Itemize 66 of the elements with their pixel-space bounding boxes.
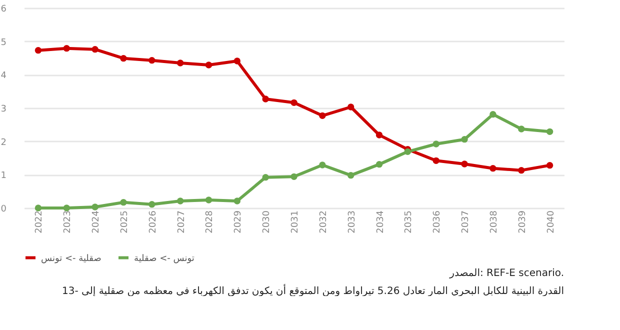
x-tick-label: 2026 bbox=[148, 210, 158, 234]
point bbox=[120, 54, 127, 62]
point bbox=[404, 148, 412, 156]
x-tick-label: 2036 bbox=[432, 210, 443, 234]
point bbox=[290, 99, 298, 106]
x-tick-label: 2040 bbox=[546, 210, 556, 234]
x-tick-label: 2035 bbox=[404, 210, 414, 234]
x-tick-label: 2031 bbox=[290, 210, 300, 234]
point bbox=[148, 56, 156, 64]
x-tick-label: 2037 bbox=[461, 210, 472, 234]
x-tick-label: 2030 bbox=[262, 210, 272, 234]
legend-label: صقلية -> تونس bbox=[41, 254, 102, 264]
point bbox=[461, 136, 468, 143]
point bbox=[92, 204, 98, 210]
y-tick-label: 5 bbox=[0, 38, 6, 48]
point bbox=[234, 58, 241, 64]
point bbox=[490, 164, 496, 172]
point bbox=[432, 157, 440, 164]
point bbox=[176, 198, 184, 204]
point bbox=[234, 198, 241, 204]
point bbox=[518, 166, 525, 174]
point bbox=[461, 160, 468, 168]
point bbox=[376, 132, 383, 138]
x-tick-label: 2027 bbox=[176, 210, 187, 234]
point bbox=[63, 204, 70, 212]
point bbox=[262, 96, 269, 102]
point bbox=[319, 112, 326, 120]
y-tick-label: 3 bbox=[0, 104, 6, 114]
legend-label: تونس -> صقلية bbox=[134, 254, 195, 264]
y-tick-label: 1 bbox=[0, 171, 6, 182]
y-tick-label: 4 bbox=[0, 71, 7, 82]
x-tick-label: 2032 bbox=[318, 210, 329, 234]
x-tick-label: 2024 bbox=[92, 210, 102, 234]
text: المصدر: REF-E scenario. bbox=[448, 268, 564, 279]
x-tick-label: 2033 bbox=[347, 210, 358, 234]
point bbox=[319, 162, 326, 168]
point bbox=[347, 172, 354, 179]
y-tick-label: 2 bbox=[0, 138, 6, 148]
point bbox=[176, 60, 184, 66]
point bbox=[148, 200, 156, 208]
point bbox=[376, 160, 383, 168]
point bbox=[546, 128, 554, 136]
y-tick-label: 0 bbox=[0, 204, 7, 214]
point bbox=[63, 44, 70, 52]
x-tick-label: 2025 bbox=[120, 210, 130, 234]
x-tick-label: 2028 bbox=[205, 210, 216, 234]
point bbox=[120, 198, 127, 206]
point bbox=[432, 140, 440, 148]
x-tick-label: 2038 bbox=[489, 210, 500, 234]
point bbox=[262, 174, 269, 181]
x-tick-label: 2039 bbox=[518, 210, 528, 234]
point bbox=[205, 196, 212, 204]
x-tick-label: 2034 bbox=[376, 210, 386, 234]
point bbox=[546, 162, 554, 169]
x-tick-label: 2029 bbox=[234, 210, 244, 234]
x-tick-label: 2022 bbox=[34, 210, 45, 234]
point bbox=[290, 173, 298, 180]
point bbox=[205, 62, 212, 68]
point bbox=[34, 46, 42, 54]
point bbox=[347, 104, 354, 110]
x-tick-label: 2023 bbox=[63, 210, 74, 234]
point bbox=[34, 204, 42, 212]
point bbox=[518, 126, 525, 132]
y-tick-label: 6 bbox=[0, 4, 7, 14]
point bbox=[92, 46, 98, 53]
point bbox=[490, 110, 496, 118]
